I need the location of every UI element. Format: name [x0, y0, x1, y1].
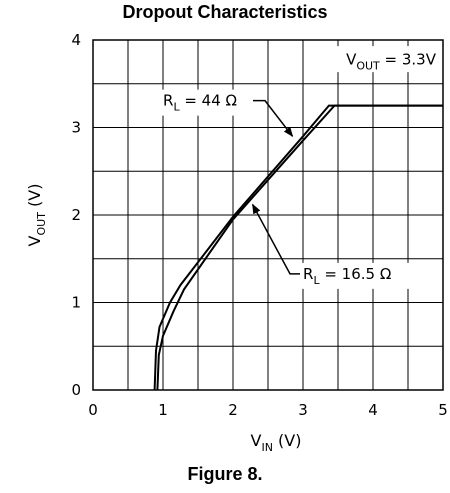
- y-tick-label: 1: [71, 294, 81, 312]
- y-tick-label: 0: [71, 381, 81, 399]
- condition-label-bg: [321, 46, 440, 73]
- x-tick-label: 4: [368, 401, 378, 419]
- series-line-rl-16-5: [156, 104, 443, 391]
- plot-frame: [92, 39, 444, 391]
- figure-caption: Figure 8.: [187, 464, 263, 484]
- y-tick-label: 4: [71, 31, 81, 49]
- rl-16-5-label-bg: [300, 262, 422, 289]
- vout-condition-label: VOUT = 3.3V: [346, 51, 437, 73]
- series-line-rl-44: [153, 104, 443, 391]
- x-tick-label: 1: [158, 401, 168, 419]
- rl-16-5-label: RL = 16.5 Ω: [303, 265, 391, 287]
- x-tick-label: 3: [298, 401, 308, 419]
- x-axis-label: VIN (V): [251, 431, 302, 454]
- y-tick-label: 2: [71, 206, 81, 224]
- chart-title: Dropout Characteristics: [122, 2, 328, 22]
- x-tick-label: 0: [88, 401, 98, 419]
- rl-16-5-label-arrow: [251, 203, 300, 275]
- rl-44-label-arrow: [253, 99, 294, 138]
- x-tick-label: 2: [228, 401, 238, 419]
- rl-44-label-bg: [160, 89, 256, 116]
- rl-44-label: RL = 44 Ω: [163, 92, 237, 114]
- y-tick-label: 3: [71, 119, 81, 137]
- x-tick-label: 5: [438, 401, 448, 419]
- y-axis-label: VOUT (V): [25, 184, 48, 247]
